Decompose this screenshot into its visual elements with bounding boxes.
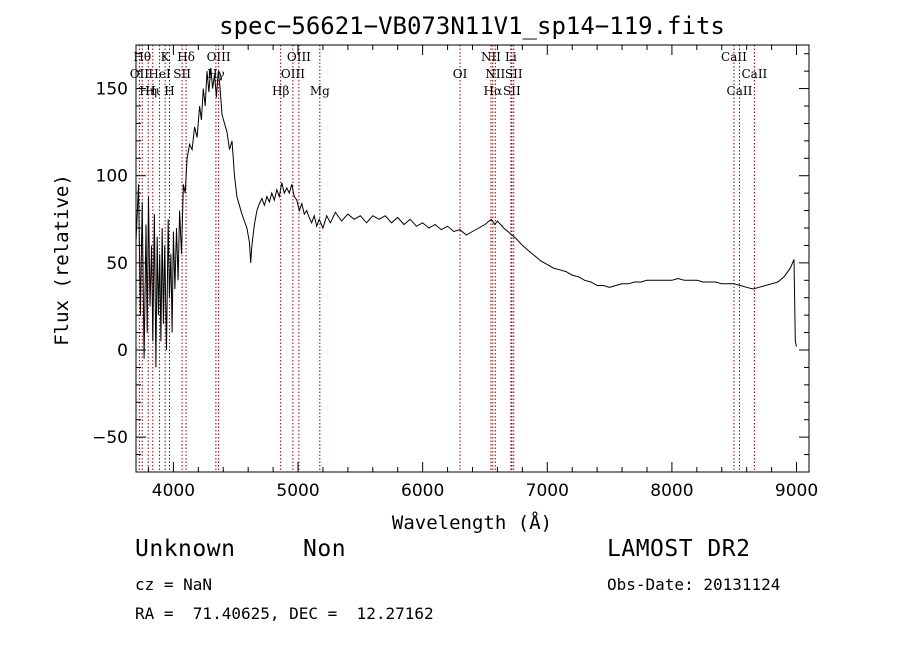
line-marker-label: SII [503, 84, 521, 98]
line-marker-label: OIII [281, 67, 305, 81]
x-axis: 4000 5000 6000 7000 8000 9000 [147, 45, 818, 501]
plot-frame [135, 44, 810, 473]
object-subclass: Non [303, 536, 347, 562]
object-class: Unknown [135, 536, 236, 562]
observation-date: Obs-Date: 20131124 [607, 575, 781, 594]
line-marker-label: HeI [148, 67, 171, 81]
x-tick-label: 6000 [401, 481, 444, 501]
line-marker-label: CaII [741, 67, 767, 81]
y-tick-label: 0 [117, 341, 128, 361]
line-marker-label: OIII [207, 50, 231, 64]
line-markers: HθHηOIIHιHeIKHSIIHδHγOIIIHβOIIIOIIIMgOIN… [130, 45, 768, 472]
y-tick-label: 150 [96, 80, 128, 100]
line-marker-label: H [164, 84, 174, 98]
survey-name: LAMOST DR2 [607, 536, 751, 562]
line-marker-label: CaII [727, 84, 753, 98]
line-marker-label: NII [481, 50, 501, 64]
line-marker-label: Li [505, 50, 517, 64]
y-axis: −50 0 50 100 150 [92, 53, 809, 456]
line-marker-label: NII [485, 67, 505, 81]
chart-title: spec−56621−VB073N11V1_sp14−119.fits [219, 12, 725, 40]
y-tick-label: 50 [106, 254, 128, 274]
x-tick-label: 4000 [152, 481, 195, 501]
x-tick-label: 8000 [650, 481, 693, 501]
line-marker-label: Hδ [177, 50, 195, 64]
line-marker-label: Hα [484, 84, 503, 98]
line-marker-label: Hι [145, 84, 160, 98]
line-marker-label: Mg [310, 84, 330, 98]
spectrum-line [135, 67, 797, 368]
x-tick-label: 5000 [276, 481, 319, 501]
coordinates: RA = 71.40625, DEC = 12.27162 [135, 604, 434, 623]
x-tick-label: 7000 [526, 481, 569, 501]
line-marker-label: SII [173, 67, 191, 81]
y-tick-label: −50 [92, 428, 128, 448]
redshift-value: cz = NaN [135, 575, 213, 594]
line-marker-label: OIII [287, 50, 311, 64]
line-marker-label: Hβ [272, 84, 289, 98]
line-marker-label: OII [130, 67, 150, 81]
y-axis-label: Flux (relative) [51, 174, 73, 346]
x-tick-label: 9000 [775, 481, 818, 501]
line-marker-label: OI [453, 67, 468, 81]
line-marker-label: SII [505, 67, 523, 81]
line-marker-label: K [161, 50, 171, 64]
line-marker-label: CaII [721, 50, 747, 64]
y-tick-label: 100 [96, 167, 128, 187]
x-axis-label: Wavelength (Å) [392, 511, 552, 534]
